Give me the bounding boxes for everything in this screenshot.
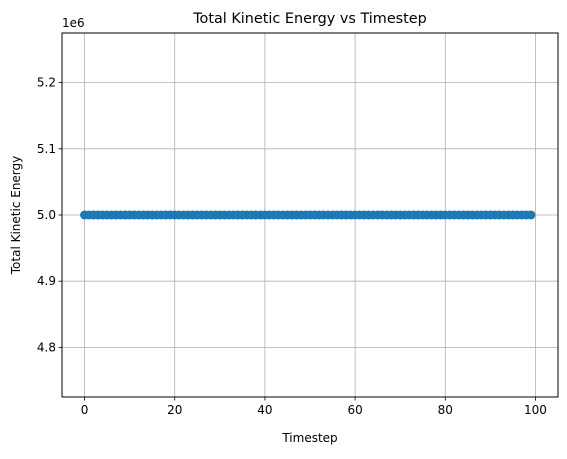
x-tick-label: 60 <box>347 403 362 417</box>
x-tick-label: 100 <box>524 403 547 417</box>
x-tick-label: 40 <box>257 403 272 417</box>
x-tick-label: 0 <box>81 403 89 417</box>
x-tick-label: 80 <box>438 403 453 417</box>
y-axis-ticks: 4.8 4.9 5.0 5.1 5.2 <box>37 76 62 354</box>
y-axis-label: Total Kinetic Energy <box>9 156 23 276</box>
y-tick-label: 5.0 <box>37 208 56 222</box>
series-layer <box>80 210 536 220</box>
y-tick-label: 5.1 <box>37 142 56 156</box>
chart-title: Total Kinetic Energy vs Timestep <box>192 11 427 27</box>
y-axis-offset-label: 1e6 <box>62 16 85 30</box>
data-point <box>526 210 536 220</box>
y-tick-label: 4.8 <box>37 340 56 354</box>
y-tick-label: 5.2 <box>37 76 56 90</box>
x-tick-label: 20 <box>167 403 182 417</box>
x-axis-label: Timestep <box>281 431 337 445</box>
x-axis-ticks: 0 20 40 60 80 100 <box>81 397 547 417</box>
y-tick-label: 4.9 <box>37 274 56 288</box>
